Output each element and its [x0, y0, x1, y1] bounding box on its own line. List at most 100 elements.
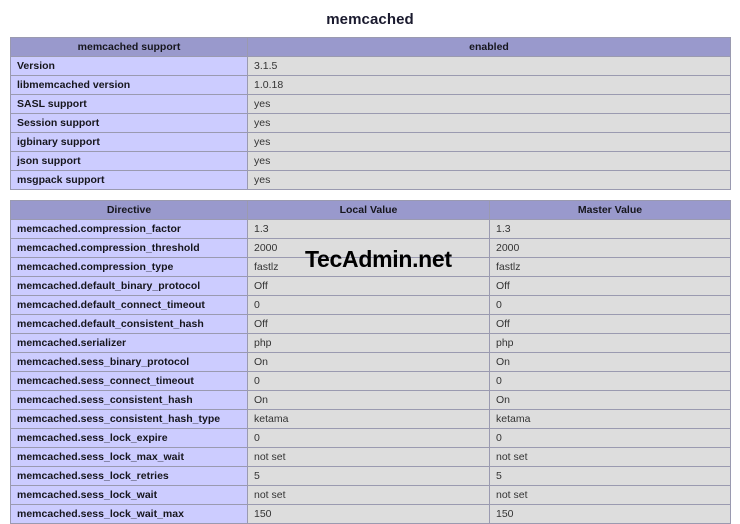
page-title: memcached	[326, 11, 414, 28]
directive-local-value: 0	[247, 295, 490, 315]
directive-master-value: 0	[489, 371, 731, 391]
table-row: memcached.sess_lock_wait not set not set	[10, 485, 731, 505]
table-row: memcached.compression_type fastlz fastlz	[10, 257, 731, 277]
directive-master-value: On	[489, 352, 731, 372]
directive-local-value: 150	[247, 504, 490, 524]
directive-local-value: fastlz	[247, 257, 490, 277]
support-row-value: 3.1.5	[247, 56, 731, 76]
memcached-support-table: memcached support enabled Version 3.1.5 li…	[10, 37, 731, 190]
master-value-column-header: Master Value	[489, 200, 731, 220]
table-row: json support yes	[10, 151, 731, 171]
directive-master-value: Off	[489, 314, 731, 334]
support-row-value: yes	[247, 170, 731, 190]
table-row: Session support yes	[10, 113, 731, 133]
directive-name: memcached.serializer	[10, 333, 248, 353]
table-header-row: memcached support enabled	[10, 37, 731, 57]
table-row: memcached.compression_threshold 2000 2000	[10, 238, 731, 258]
directive-name: memcached.sess_consistent_hash_type	[10, 409, 248, 429]
directive-name: memcached.compression_threshold	[10, 238, 248, 258]
directive-name: memcached.sess_binary_protocol	[10, 352, 248, 372]
directive-master-value: not set	[489, 447, 731, 467]
table-row: memcached.default_binary_protocol Off Off	[10, 276, 731, 296]
directive-local-value: On	[247, 352, 490, 372]
support-row-name: msgpack support	[10, 170, 248, 190]
directives-table-container: Directive Local Value Master Value memca…	[0, 200, 740, 524]
directive-name: memcached.sess_consistent_hash	[10, 390, 248, 410]
table-row: memcached.sess_lock_max_wait not set not s…	[10, 447, 731, 467]
support-row-name: libmemcached version	[10, 75, 248, 95]
table-row: memcached.compression_factor 1.3 1.3	[10, 219, 731, 239]
directive-local-value: On	[247, 390, 490, 410]
table-row: memcached.sess_binary_protocol On On	[10, 352, 731, 372]
table-row: memcached.sess_lock_wait_max 150 150	[10, 504, 731, 524]
directive-local-value: 0	[247, 371, 490, 391]
support-row-name: Version	[10, 56, 248, 76]
directive-local-value: php	[247, 333, 490, 353]
support-row-name: SASL support	[10, 94, 248, 114]
table-row: memcached.default_consistent_hash Off Off	[10, 314, 731, 334]
directive-local-value: 5	[247, 466, 490, 486]
directive-local-value: not set	[247, 447, 490, 467]
directive-local-value: 0	[247, 428, 490, 448]
table-row: Version 3.1.5	[10, 56, 731, 76]
local-value-column-header: Local Value	[247, 200, 490, 220]
table-row: igbinary support yes	[10, 132, 731, 152]
phpinfo-page: memcached memcached support enabled Vers…	[0, 11, 740, 524]
directive-master-value: 150	[489, 504, 731, 524]
table-row: memcached.default_connect_timeout 0 0	[10, 295, 731, 315]
support-table-body: memcached support enabled Version 3.1.5 li…	[10, 37, 731, 190]
directive-name: memcached.default_connect_timeout	[10, 295, 248, 315]
support-row-value: yes	[247, 113, 731, 133]
support-row-name: igbinary support	[10, 132, 248, 152]
table-row: memcached.sess_consistent_hash On On	[10, 390, 731, 410]
directive-local-value: 1.3	[247, 219, 490, 239]
table-row: SASL support yes	[10, 94, 731, 114]
support-header-status: enabled	[247, 37, 731, 57]
directive-name: memcached.sess_lock_wait_max	[10, 504, 248, 524]
memcached-directives-table: Directive Local Value Master Value memca…	[10, 200, 731, 524]
table-row: msgpack support yes	[10, 170, 731, 190]
directive-local-value: not set	[247, 485, 490, 505]
support-row-value: yes	[247, 132, 731, 152]
directive-name: memcached.sess_lock_max_wait	[10, 447, 248, 467]
directive-name: memcached.sess_lock_retries	[10, 466, 248, 486]
support-header-label: memcached support	[10, 37, 248, 57]
directive-name: memcached.default_binary_protocol	[10, 276, 248, 296]
directive-master-value: 0	[489, 428, 731, 448]
directive-local-value: 2000	[247, 238, 490, 258]
directive-master-value: php	[489, 333, 731, 353]
directive-master-value: not set	[489, 485, 731, 505]
directive-name: memcached.sess_lock_wait	[10, 485, 248, 505]
directive-master-value: ketama	[489, 409, 731, 429]
directive-name: memcached.default_consistent_hash	[10, 314, 248, 334]
directive-master-value: fastlz	[489, 257, 731, 277]
table-row: libmemcached version 1.0.18	[10, 75, 731, 95]
directive-name: memcached.compression_type	[10, 257, 248, 277]
directive-name: memcached.sess_connect_timeout	[10, 371, 248, 391]
table-row: memcached.sess_connect_timeout 0 0	[10, 371, 731, 391]
directive-name: memcached.sess_lock_expire	[10, 428, 248, 448]
directive-column-header: Directive	[10, 200, 248, 220]
table-row: memcached.sess_lock_retries 5 5	[10, 466, 731, 486]
table-row: memcached.sess_consistent_hash_type ketam…	[10, 409, 731, 429]
directive-local-value: Off	[247, 276, 490, 296]
directive-master-value: Off	[489, 276, 731, 296]
directive-master-value: 1.3	[489, 219, 731, 239]
directives-table-body: Directive Local Value Master Value memca…	[10, 200, 731, 524]
table-row: memcached.serializer php php	[10, 333, 731, 353]
support-row-value: yes	[247, 151, 731, 171]
table-header-row: Directive Local Value Master Value	[10, 200, 731, 220]
support-row-name: json support	[10, 151, 248, 171]
directive-master-value: On	[489, 390, 731, 410]
directive-name: memcached.compression_factor	[10, 219, 248, 239]
directive-master-value: 0	[489, 295, 731, 315]
directive-local-value: ketama	[247, 409, 490, 429]
support-row-name: Session support	[10, 113, 248, 133]
support-row-value: yes	[247, 94, 731, 114]
support-table-container: memcached support enabled Version 3.1.5 li…	[0, 37, 740, 190]
directive-local-value: Off	[247, 314, 490, 334]
support-row-value: 1.0.18	[247, 75, 731, 95]
directive-master-value: 2000	[489, 238, 731, 258]
directive-master-value: 5	[489, 466, 731, 486]
table-row: memcached.sess_lock_expire 0 0	[10, 428, 731, 448]
